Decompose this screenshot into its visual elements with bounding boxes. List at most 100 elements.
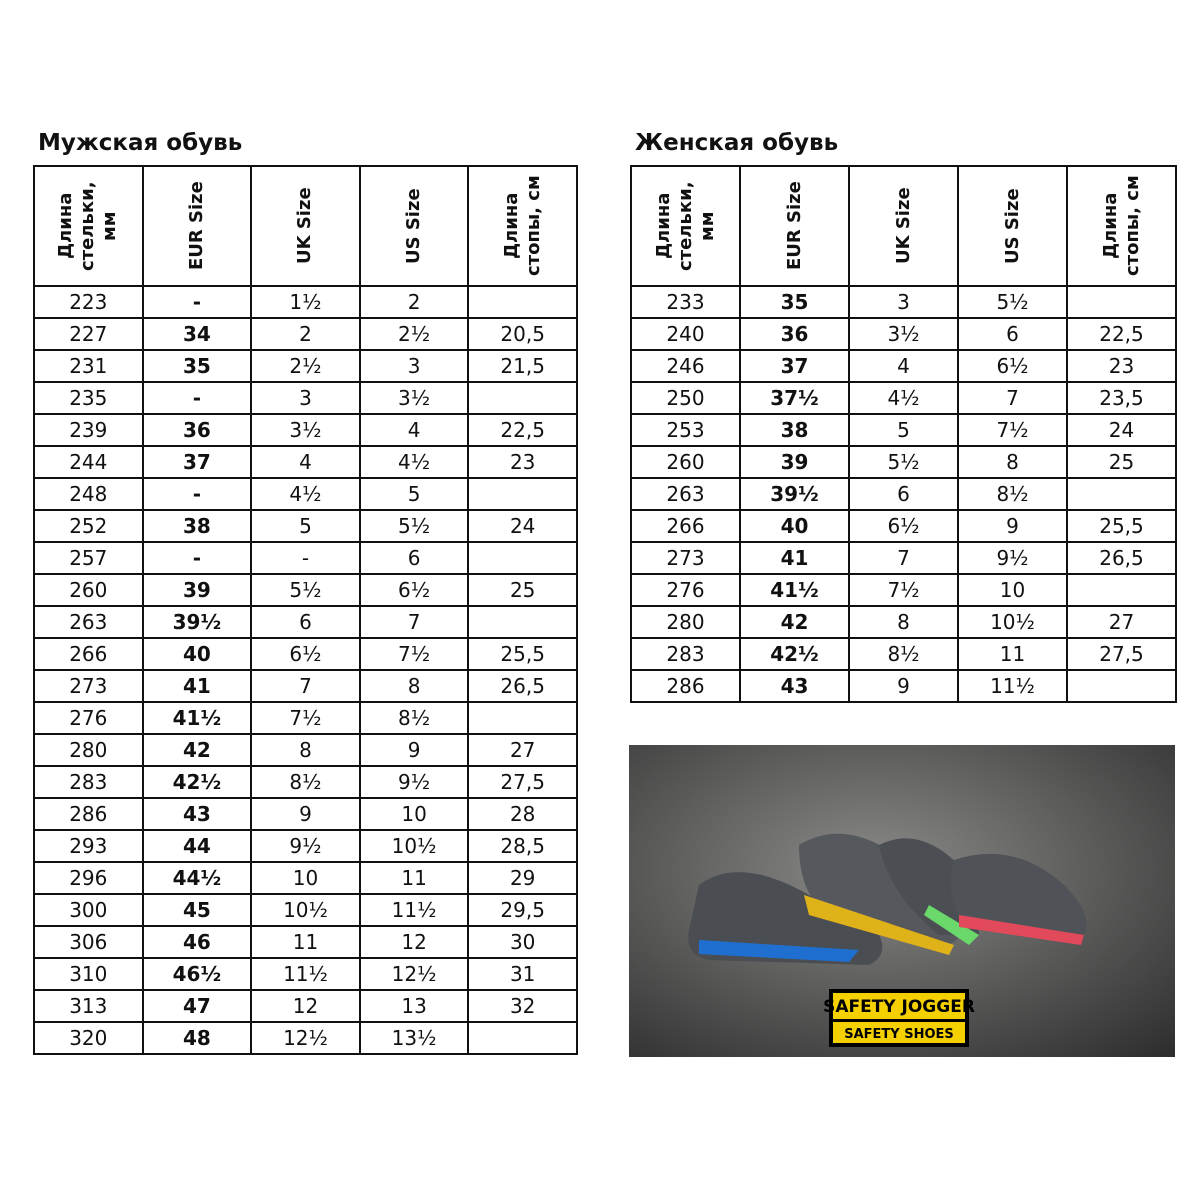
header-cell: EUR Size [141, 165, 253, 287]
table-cell: 39½ [739, 477, 850, 511]
table-row: 250 37½ 4½ 7 23,5 [630, 381, 1177, 415]
table-cell [467, 285, 578, 319]
table-cell: 23 [1066, 349, 1177, 383]
table-cell: 239 [33, 413, 144, 447]
table-cell: 8 [848, 605, 959, 639]
table-cell: 313 [33, 989, 144, 1023]
table-row: 263 39½ 6 8½ [630, 477, 1177, 511]
table-cell: 3 [848, 285, 959, 319]
table-row: 280 42 8 10½ 27 [630, 605, 1177, 639]
table-cell: 320 [33, 1021, 144, 1055]
table-row: 227 34 2 2½ 20,5 [33, 317, 578, 351]
table-row: 240 36 3½ 6 22,5 [630, 317, 1177, 351]
table-cell: 280 [630, 605, 741, 639]
table-cell: 6½ [957, 349, 1068, 383]
table-cell: 7½ [957, 413, 1068, 447]
table-cell: - [141, 541, 253, 575]
table-cell: 39 [739, 445, 850, 479]
table-cell: 42½ [141, 765, 253, 799]
table-cell: 35 [141, 349, 253, 383]
table-cell: 244 [33, 445, 144, 479]
table-cell: 43 [739, 669, 850, 703]
table-cell: 46½ [141, 957, 253, 991]
header-cell: Длина стопы, см [1066, 165, 1177, 287]
table-cell: 6 [250, 605, 361, 639]
table-cell: 5½ [358, 509, 470, 543]
table-cell: 296 [33, 861, 144, 895]
table-cell: 27,5 [467, 765, 578, 799]
table-cell: 10 [250, 861, 361, 895]
table-cell: 10½ [957, 605, 1068, 639]
header-row: Длина стельки, мм EUR Size UK Size US Size Д… [33, 165, 578, 287]
table-row: 306 46 11 12 30 [33, 925, 578, 959]
table-row: 276 41½ 7½ 10 [630, 573, 1177, 607]
table-cell: 10 [358, 797, 470, 831]
table-cell: 227 [33, 317, 144, 351]
table-cell: 5 [848, 413, 959, 447]
table-cell: 7½ [250, 701, 361, 735]
table-cell: 266 [630, 509, 741, 543]
table-cell: 38 [141, 509, 253, 543]
table-cell: 263 [630, 477, 741, 511]
table-row: 266 40 6½ 7½ 25,5 [33, 637, 578, 671]
table-cell: 25,5 [1066, 509, 1177, 543]
table-cell: 36 [739, 317, 850, 351]
table-cell [467, 1021, 578, 1055]
table-cell: 41 [141, 669, 253, 703]
table-cell: 43 [141, 797, 253, 831]
table-cell: 47 [141, 989, 253, 1023]
table-cell: - [141, 381, 253, 415]
table-row: 273 41 7 8 26,5 [33, 669, 578, 703]
table-cell: 36 [141, 413, 253, 447]
table-cell: 5½ [848, 445, 959, 479]
table-cell: 263 [33, 605, 144, 639]
table-cell: 9 [358, 733, 470, 767]
table-cell [1066, 477, 1177, 511]
table-cell: 293 [33, 829, 144, 863]
table-cell: 7½ [848, 573, 959, 607]
table-row: 266 40 6½ 9 25,5 [630, 509, 1177, 543]
table-cell: 306 [33, 925, 144, 959]
table-cell: 12 [358, 925, 470, 959]
table-row: 286 43 9 10 28 [33, 797, 578, 831]
table-row: 257- -6 [33, 541, 578, 575]
table-cell: 45 [141, 893, 253, 927]
table-cell: 5½ [957, 285, 1068, 319]
table-cell [467, 381, 578, 415]
table-cell: 300 [33, 893, 144, 927]
table-cell: - [141, 285, 253, 319]
table-cell: 283 [33, 765, 144, 799]
table-row: 263 39½ 6 7 [33, 605, 578, 639]
table-cell: 11 [250, 925, 361, 959]
logo-bottom: SAFETY SHOES [844, 1027, 954, 1042]
table-cell: 44 [141, 829, 253, 863]
header-cell: US Size [957, 165, 1068, 287]
women-title: Женская обувь [635, 130, 839, 156]
header-cell: Длина стельки, мм [33, 165, 144, 287]
logo-top: SAFETY JOGGER [823, 997, 975, 1017]
table-cell: 42 [141, 733, 253, 767]
table-row: 235-3 3½ [33, 381, 578, 415]
table-cell: 27,5 [1066, 637, 1177, 671]
table-row: 283 42½ 8½ 9½ 27,5 [33, 765, 578, 799]
table-cell: 3 [250, 381, 361, 415]
table-cell: 39½ [141, 605, 253, 639]
table-cell: 248 [33, 477, 144, 511]
table-row: 239 36 3½ 4 22,5 [33, 413, 578, 447]
header-row: Длина стельки, мм EUR Size UK Size US Size Д… [630, 165, 1177, 287]
table-cell: 11 [358, 861, 470, 895]
table-cell: 233 [630, 285, 741, 319]
table-cell: 2 [250, 317, 361, 351]
table-cell [467, 701, 578, 735]
table-cell: 3½ [250, 413, 361, 447]
table-cell: 39 [141, 573, 253, 607]
table-cell: 9 [957, 509, 1068, 543]
table-cell: 1½ [250, 285, 361, 319]
header-text: EUR Size [783, 181, 805, 271]
table-cell: 7 [957, 381, 1068, 415]
table-cell: 13 [358, 989, 470, 1023]
table-cell: 4 [358, 413, 470, 447]
table-cell: 42 [739, 605, 850, 639]
header-text: Длина стопы, см [500, 175, 544, 277]
table-cell: 280 [33, 733, 144, 767]
